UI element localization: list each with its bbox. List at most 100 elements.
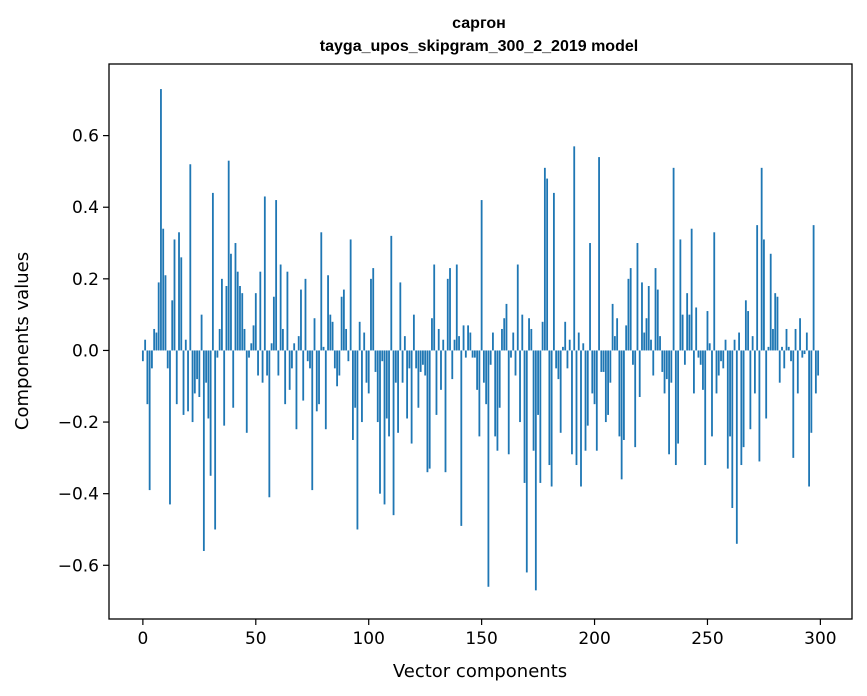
bar-component-266: [742, 350, 745, 448]
bar-component-59: [275, 200, 278, 351]
bar-component-151: [482, 350, 485, 383]
bar-component-234: [670, 350, 673, 383]
bar-component-195: [582, 343, 585, 351]
bar-component-41: [234, 243, 237, 351]
bar-component-189: [568, 339, 571, 351]
bar-component-68: [295, 350, 298, 430]
bar-component-173: [532, 350, 535, 451]
bar-component-128: [431, 318, 433, 351]
x-tick-label: 250: [691, 629, 723, 649]
bar-component-145: [469, 332, 472, 351]
bar-component-60: [277, 350, 280, 376]
bar-component-162: [507, 350, 510, 455]
bar-component-217: [632, 350, 634, 365]
bar-component-171: [528, 318, 530, 351]
bar-component-58: [272, 296, 275, 351]
bar-component-138: [453, 339, 456, 351]
bar-component-233: [668, 350, 670, 455]
bar-component-113: [397, 350, 399, 433]
bar-component-62: [281, 328, 284, 351]
bar-component-175: [537, 350, 539, 415]
bar-component-264: [738, 332, 740, 351]
bar-component-156: [494, 350, 497, 437]
bar-component-273: [758, 350, 761, 462]
bar-component-19: [184, 339, 187, 351]
bar-component-165: [514, 350, 517, 376]
bar-component-267: [744, 300, 747, 351]
bar-component-193: [577, 332, 580, 351]
bar-component-253: [713, 232, 716, 351]
bar-component-284: [783, 350, 786, 369]
bar-component-207: [609, 350, 612, 383]
bar-component-225: [650, 339, 652, 351]
bar-component-24: [196, 350, 198, 380]
bar-component-110: [390, 235, 393, 351]
bar-component-235: [672, 167, 675, 351]
bar-component-167: [519, 350, 521, 423]
bar-component-40: [232, 350, 235, 408]
bar-component-72: [304, 278, 307, 351]
bar-component-86: [336, 350, 338, 387]
y-tick-label: −0.6: [58, 556, 99, 576]
bar-component-172: [530, 328, 533, 351]
bar-component-177: [541, 321, 544, 351]
bar-component-84: [331, 321, 334, 351]
bar-component-215: [627, 278, 630, 351]
bar-component-293: [803, 350, 806, 355]
bar-component-191: [573, 146, 576, 351]
bar-component-203: [600, 350, 603, 372]
bar-component-252: [711, 350, 713, 437]
bar-component-71: [302, 350, 305, 401]
bar-component-10: [164, 275, 167, 351]
bar-component-282: [778, 350, 781, 383]
bar-component-27: [202, 350, 205, 551]
bar-component-297: [812, 225, 815, 351]
x-axis-label: Vector components: [393, 661, 567, 682]
bar-component-83: [329, 314, 332, 351]
bar-component-289: [794, 328, 797, 351]
bar-component-213: [623, 350, 625, 440]
bar-component-47: [248, 350, 250, 358]
bar-component-120: [412, 314, 415, 351]
bar-component-150: [480, 200, 483, 351]
bar-component-281: [776, 296, 779, 351]
bar-component-9: [162, 228, 165, 351]
bar-component-296: [810, 350, 813, 433]
bar-component-139: [455, 264, 458, 351]
bar-component-34: [218, 328, 221, 351]
bar-component-169: [523, 350, 526, 483]
bar-component-211: [618, 350, 621, 437]
bar-component-95: [356, 350, 359, 530]
bar-component-29: [207, 350, 210, 419]
bar-component-107: [383, 350, 386, 505]
x-tick-label: 50: [245, 629, 267, 649]
bar-component-209: [613, 336, 616, 351]
bar-component-50: [254, 293, 257, 351]
bar-component-238: [679, 239, 682, 351]
bar-component-126: [426, 350, 429, 473]
bar-component-25: [198, 350, 201, 397]
bar-component-82: [327, 275, 329, 351]
bar-component-176: [539, 350, 542, 483]
bar-component-291: [799, 318, 801, 351]
x-axis-ticks: 0 50 100 150 200 250 300: [137, 619, 837, 649]
bar-component-299: [817, 350, 820, 376]
bar-component-185: [559, 350, 562, 433]
bar-component-134: [444, 350, 447, 473]
bar-component-94: [354, 350, 357, 408]
bar-component-2: [146, 350, 149, 405]
bar-component-131: [437, 328, 440, 351]
bar-component-230: [661, 350, 664, 372]
bar-component-143: [464, 350, 467, 358]
bar-component-140: [458, 336, 460, 351]
bar-component-144: [467, 325, 469, 351]
bar-component-197: [586, 350, 589, 426]
bar-component-70: [300, 289, 302, 351]
bar-component-153: [487, 350, 490, 587]
bar-component-187: [564, 321, 567, 351]
bar-component-97: [361, 350, 363, 423]
bar-component-148: [476, 350, 479, 390]
bar-component-61: [279, 264, 282, 351]
bar-component-51: [257, 350, 259, 376]
bar-component-45: [243, 328, 246, 351]
